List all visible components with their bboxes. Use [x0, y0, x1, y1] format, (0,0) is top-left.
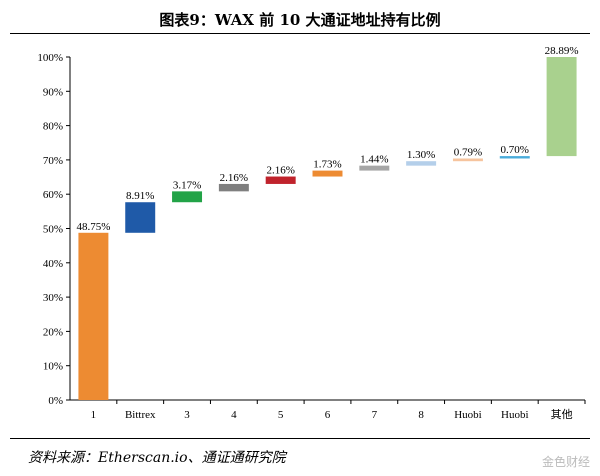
x-tick-label: 1: [91, 409, 97, 421]
source-note: 资料来源：Etherscan.io、通证通研究院: [28, 450, 286, 466]
watermark-logo: 金色财经: [541, 455, 590, 469]
x-tick-label: 6: [325, 409, 331, 421]
x-tick-label: 4: [231, 409, 237, 421]
y-tick-label: 50%: [43, 224, 63, 236]
bar-4: [218, 183, 249, 192]
waterfall-chart: 0% 10% 20% 30% 40% 50% 60% 70% 80% 90% 100% 48.75% 1…: [37, 45, 586, 421]
title-divider: [10, 33, 590, 34]
x-tick-label: 其他: [551, 408, 573, 421]
data-label-4: 2.16%: [220, 172, 248, 184]
chart-area: 0% 10% 20% 30% 40% 50% 60% 70% 80% 90% 100% 48.75% 1…: [0, 40, 600, 434]
y-tick-label: 80%: [43, 121, 63, 133]
bar-1: [78, 232, 109, 400]
y-tick-label: 10%: [43, 361, 63, 373]
data-label-9: 0.79%: [454, 146, 482, 158]
bar-9: [452, 158, 483, 162]
x-tick-label: 5: [278, 409, 284, 421]
y-tick-label: 100%: [37, 52, 63, 64]
data-label-1: 48.75%: [76, 221, 110, 233]
x-tick-label: Huobi: [454, 409, 482, 421]
x-tick-label: 8: [418, 409, 424, 421]
bar-10: [499, 156, 530, 159]
bar-11: [546, 57, 577, 157]
source-divider: [10, 438, 590, 439]
y-tick-label: 30%: [43, 292, 63, 304]
y-tick-label: 90%: [43, 86, 63, 98]
bar-8: [406, 161, 437, 166]
bar-2: [125, 202, 156, 233]
y-tick-label: 20%: [43, 326, 63, 338]
y-tick-label: 40%: [43, 258, 63, 270]
data-label-11: 28.89%: [545, 45, 579, 57]
data-label-6: 1.73%: [313, 159, 341, 171]
data-label-2: 8.91%: [126, 190, 154, 202]
bar-5: [265, 176, 296, 184]
bar-7: [359, 165, 390, 171]
bar-6: [312, 170, 343, 177]
y-tick-label: 60%: [43, 189, 63, 201]
y-tick-label: 70%: [43, 155, 63, 167]
x-tick-label: 7: [372, 409, 378, 421]
y-tick-label: 0%: [48, 395, 63, 407]
data-label-7: 1.44%: [360, 154, 388, 166]
x-tick-label: Huobi: [501, 409, 529, 421]
data-label-3: 3.17%: [173, 179, 201, 191]
data-label-10: 0.70%: [501, 144, 529, 156]
bar-3: [172, 191, 203, 203]
x-tick-label: Bittrex: [125, 409, 156, 421]
chart-title: 图表9：WAX 前 10 大通证地址持有比例: [159, 11, 441, 29]
data-label-5: 2.16%: [266, 165, 294, 177]
x-tick-label: 3: [184, 409, 190, 421]
data-label-8: 1.30%: [407, 149, 435, 161]
